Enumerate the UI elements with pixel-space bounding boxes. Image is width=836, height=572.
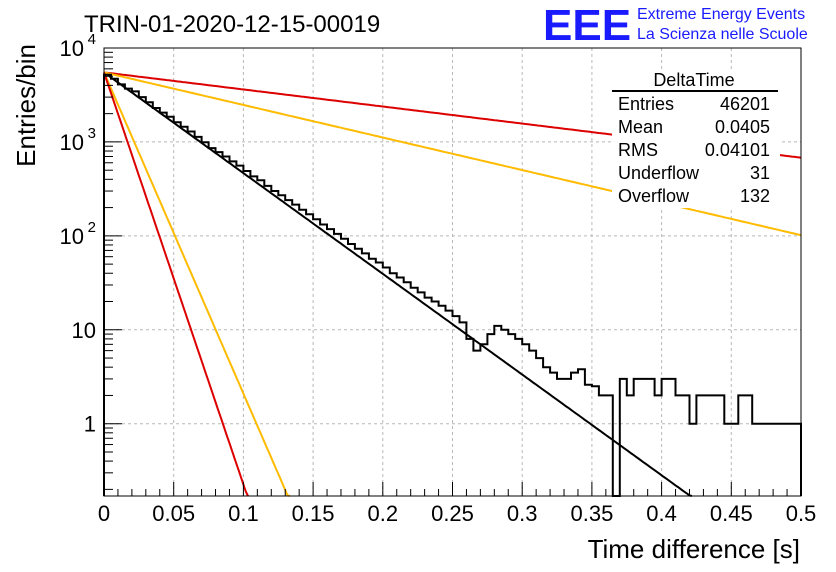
- stats-label: Mean: [618, 117, 663, 137]
- x-tick-label: 0.3: [507, 501, 538, 526]
- histogram-series: [103, 73, 802, 497]
- stats-label: Underflow: [618, 163, 700, 183]
- x-tick-label: 0.35: [570, 501, 613, 526]
- stats-label: Overflow: [618, 186, 690, 206]
- stats-value: 31: [750, 163, 770, 183]
- x-tick-label: 0.5: [786, 501, 817, 526]
- stats-value: 132: [740, 186, 770, 206]
- y-tick-label: 10: [72, 318, 96, 343]
- y-axis-label: Entries/bin: [11, 44, 41, 167]
- eee-logo-text: EEE: [543, 1, 631, 50]
- x-tick-label: 0.1: [228, 501, 259, 526]
- x-axis-label: Time difference [s]: [588, 534, 800, 564]
- exp-fit-curve: [103, 72, 291, 497]
- eee-logo: EEE Extreme Energy Events La Scienza nel…: [543, 1, 808, 50]
- stats-title: DeltaTime: [653, 70, 734, 90]
- axis-ticks: [103, 47, 802, 496]
- y-tick-label: 10: [60, 224, 84, 249]
- y-tick-exponent: 2: [88, 219, 96, 236]
- stats-label: RMS: [618, 140, 658, 160]
- y-tick-label: 10: [60, 36, 84, 61]
- y-tick-exponent: 3: [88, 125, 96, 142]
- y-tick-label: 1: [84, 412, 96, 437]
- eee-line-2: La Scienza nelle Scuole: [637, 26, 808, 43]
- x-tick-label: 0.4: [646, 501, 677, 526]
- stats-value: 0.0405: [715, 117, 770, 137]
- x-tick-label: 0.2: [368, 501, 399, 526]
- x-tick-label: 0.45: [710, 501, 753, 526]
- stats-box: DeltaTime Entries 46201 Mean 0.0405 RMS …: [612, 70, 780, 208]
- eee-line-1: Extreme Energy Events: [637, 6, 805, 23]
- stats-value: 46201: [720, 94, 770, 114]
- x-tick-label: 0.05: [152, 501, 195, 526]
- x-tick-label: 0: [98, 501, 110, 526]
- stats-label: Entries: [618, 94, 674, 114]
- x-tick-labels: 0 0.05 0.1 0.15 0.2 0.25 0.3 0.35 0.4 0.45 0.5: [98, 501, 816, 526]
- y-tick-label: 10: [60, 130, 84, 155]
- exp-fit-curve: [103, 72, 249, 497]
- chart-title: TRIN-01-2020-12-15-00019: [84, 11, 380, 38]
- stats-value: 0.04101: [705, 140, 770, 160]
- x-tick-label: 0.15: [292, 501, 335, 526]
- x-tick-label: 0.25: [431, 501, 474, 526]
- y-tick-exponent: 4: [88, 31, 96, 48]
- exp-fit-curve: [103, 71, 693, 497]
